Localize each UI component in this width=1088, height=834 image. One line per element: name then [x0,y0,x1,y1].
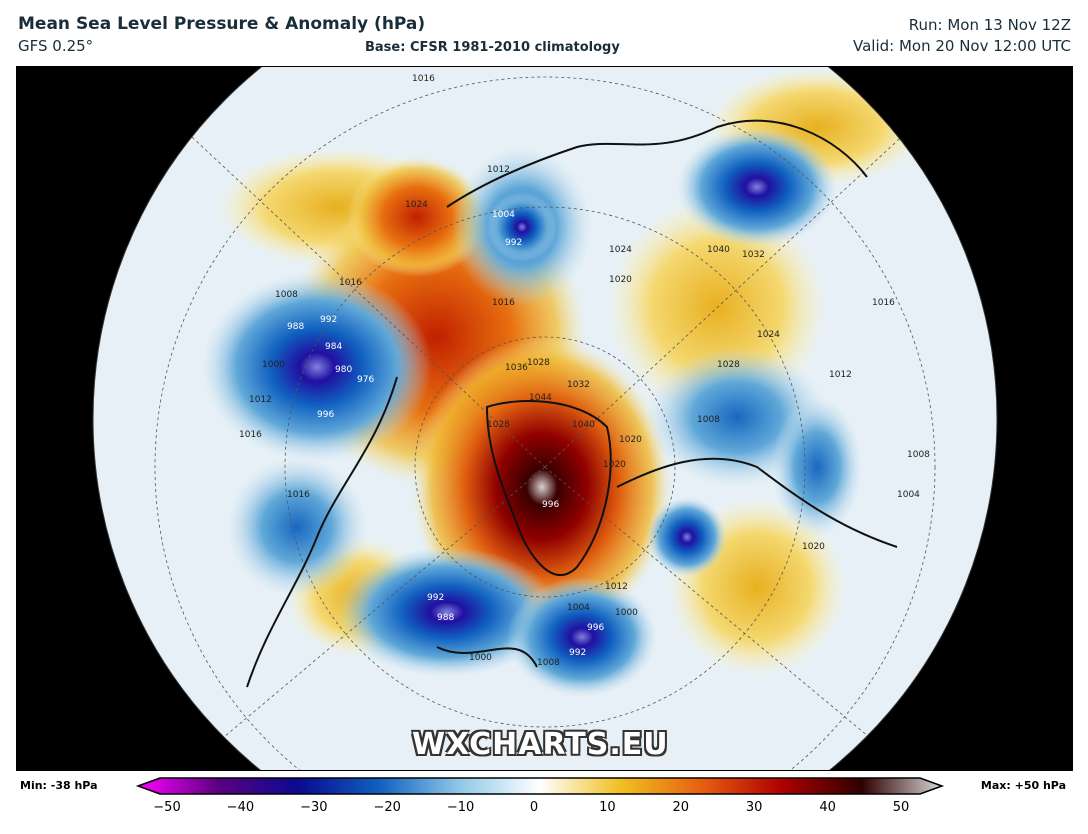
climatology-base: Base: CFSR 1981-2010 climatology [365,40,620,55]
map-panel: 1016 1012 1024 1016 1008 988 992 984 980… [16,66,1073,771]
svg-text:1012: 1012 [829,370,852,380]
svg-text:992: 992 [505,238,522,248]
svg-text:1000: 1000 [469,653,492,663]
svg-text:988: 988 [437,613,454,623]
svg-text:996: 996 [587,623,604,633]
colorbar-tick-label: −40 [226,800,255,815]
svg-text:1004: 1004 [897,490,920,500]
svg-text:1008: 1008 [697,415,720,425]
run-time: Run: Mon 13 Nov 12Z [908,16,1071,34]
colorbar [135,777,945,795]
svg-text:1044: 1044 [529,393,552,403]
colorbar-tick-label: 50 [892,800,910,815]
anomaly-field [93,67,997,770]
svg-text:996: 996 [542,500,559,510]
colorbar-tick-label: 30 [745,800,763,815]
svg-text:1016: 1016 [412,74,435,84]
svg-text:1016: 1016 [339,278,362,288]
polar-map: 1016 1012 1024 1016 1008 988 992 984 980… [92,67,998,770]
svg-text:1008: 1008 [907,450,930,460]
svg-text:996: 996 [317,410,334,420]
svg-text:1024: 1024 [405,200,428,210]
svg-text:984: 984 [325,342,342,352]
svg-text:1024: 1024 [609,245,632,255]
svg-text:1000: 1000 [262,360,285,370]
svg-text:1040: 1040 [572,420,595,430]
map-border [92,67,998,770]
svg-text:1028: 1028 [717,360,740,370]
svg-text:1012: 1012 [487,165,510,175]
svg-text:1020: 1020 [802,542,825,552]
svg-text:992: 992 [569,648,586,658]
valid-time: Valid: Mon 20 Nov 12:00 UTC [853,37,1071,55]
model-label: GFS 0.25° [18,37,94,55]
svg-text:1036: 1036 [505,363,528,373]
svg-text:1028: 1028 [527,358,550,368]
coastlines [246,119,898,688]
watermark-logo: WXCHARTS.EU [412,727,669,762]
svg-text:1020: 1020 [603,460,626,470]
chart-title: Mean Sea Level Pressure & Anomaly (hPa) [18,14,426,34]
svg-text:988: 988 [287,322,304,332]
svg-text:1004: 1004 [567,603,590,613]
colorbar-tick-label: 0 [529,800,539,815]
svg-text:976: 976 [357,375,374,385]
svg-text:1008: 1008 [537,658,560,668]
svg-text:1020: 1020 [609,275,632,285]
svg-text:1016: 1016 [872,298,895,308]
colorbar-tick-label: −20 [373,800,401,815]
svg-text:1000: 1000 [615,608,638,618]
colorbar-tick-label: 20 [672,800,690,815]
colorbar-tick-label: −10 [446,800,475,815]
colorbar-tick-label: 10 [599,800,616,815]
svg-text:1020: 1020 [619,435,642,445]
svg-text:1016: 1016 [239,430,262,440]
svg-text:992: 992 [427,593,444,603]
svg-text:1012: 1012 [605,582,628,592]
svg-text:1016: 1016 [492,298,515,308]
svg-text:1012: 1012 [249,395,272,405]
svg-text:1024: 1024 [757,330,780,340]
isobar-labels: 1016 1012 1024 1016 1008 988 992 984 980… [239,74,930,668]
max-anomaly-label: Max: +50 hPa [980,779,1066,792]
svg-text:1016: 1016 [287,490,310,500]
svg-text:1032: 1032 [567,380,590,390]
svg-text:1040: 1040 [707,245,730,255]
svg-text:1004: 1004 [492,210,515,220]
svg-text:1028: 1028 [487,420,510,430]
svg-text:1008: 1008 [275,290,298,300]
svg-text:980: 980 [335,365,352,375]
svg-text:1032: 1032 [742,250,765,260]
colorbar-tick-label: −30 [300,800,328,815]
colorbar-tick-label: −50 [153,800,181,815]
svg-text:992: 992 [320,315,337,325]
colorbar-tick-label: 40 [819,800,836,815]
min-anomaly-label: Min: -38 hPa [20,779,98,792]
colorbar-gradient [135,777,945,795]
